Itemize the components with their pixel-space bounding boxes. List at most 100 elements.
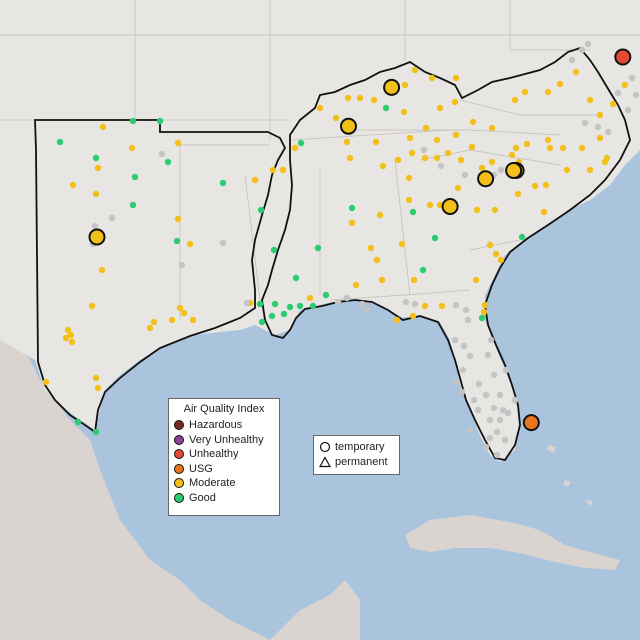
permanent-monitor-dot[interactable] xyxy=(271,300,279,308)
permanent-monitor-dot[interactable] xyxy=(473,206,481,214)
permanent-monitor-dot[interactable] xyxy=(379,162,387,170)
permanent-monitor-dot[interactable] xyxy=(511,396,519,404)
permanent-monitor-dot[interactable] xyxy=(433,154,441,162)
permanent-monitor-dot[interactable] xyxy=(421,154,429,162)
permanent-monitor-dot[interactable] xyxy=(452,378,460,386)
permanent-monitor-dot[interactable] xyxy=(258,318,266,326)
permanent-monitor-dot[interactable] xyxy=(488,124,496,132)
permanent-monitor-dot[interactable] xyxy=(452,301,460,309)
permanent-monitor-dot[interactable] xyxy=(270,246,278,254)
permanent-monitor-dot[interactable] xyxy=(406,134,414,142)
permanent-monitor-dot[interactable] xyxy=(92,428,100,436)
permanent-monitor-dot[interactable] xyxy=(462,306,470,314)
permanent-monitor-dot[interactable] xyxy=(464,316,472,324)
permanent-monitor-dot[interactable] xyxy=(584,40,592,48)
permanent-monitor-dot[interactable] xyxy=(98,266,106,274)
permanent-monitor-dot[interactable] xyxy=(108,214,116,222)
permanent-monitor-dot[interactable] xyxy=(174,215,182,223)
permanent-monitor-dot[interactable] xyxy=(62,334,70,342)
permanent-monitor-dot[interactable] xyxy=(497,256,505,264)
permanent-monitor-dot[interactable] xyxy=(158,150,166,158)
permanent-monitor-dot[interactable] xyxy=(378,276,386,284)
permanent-monitor-dot[interactable] xyxy=(466,352,474,360)
permanent-monitor-dot[interactable] xyxy=(180,309,188,317)
permanent-monitor-dot[interactable] xyxy=(480,308,488,316)
permanent-monitor-dot[interactable] xyxy=(493,428,501,436)
permanent-monitor-dot[interactable] xyxy=(523,140,531,148)
permanent-monitor-dot[interactable] xyxy=(459,366,467,374)
permanent-monitor-dot[interactable] xyxy=(316,104,324,112)
permanent-monitor-dot[interactable] xyxy=(286,303,294,311)
permanent-monitor-dot[interactable] xyxy=(411,300,419,308)
permanent-monitor-dot[interactable] xyxy=(426,201,434,209)
permanent-monitor-dot[interactable] xyxy=(88,302,96,310)
permanent-monitor-dot[interactable] xyxy=(408,149,416,157)
permanent-monitor-dot[interactable] xyxy=(563,166,571,174)
permanent-monitor-dot[interactable] xyxy=(594,123,602,131)
permanent-monitor-dot[interactable] xyxy=(492,250,500,258)
permanent-monitor-dot[interactable] xyxy=(168,316,176,324)
permanent-monitor-dot[interactable] xyxy=(486,241,494,249)
permanent-monitor-dot[interactable] xyxy=(309,302,317,310)
permanent-monitor-dot[interactable] xyxy=(632,91,640,99)
permanent-monitor-dot[interactable] xyxy=(314,244,322,252)
permanent-monitor-dot[interactable] xyxy=(420,146,428,154)
permanent-monitor-dot[interactable] xyxy=(518,233,526,241)
permanent-monitor-dot[interactable] xyxy=(358,300,366,308)
permanent-monitor-dot[interactable] xyxy=(94,384,102,392)
permanent-monitor-dot[interactable] xyxy=(609,100,617,108)
temporary-monitor-moderate[interactable] xyxy=(88,228,106,246)
permanent-monitor-dot[interactable] xyxy=(621,81,629,89)
permanent-monitor-dot[interactable] xyxy=(586,166,594,174)
permanent-monitor-dot[interactable] xyxy=(628,74,636,82)
temporary-monitor-moderate[interactable] xyxy=(383,78,401,96)
permanent-monitor-dot[interactable] xyxy=(568,56,576,64)
permanent-monitor-dot[interactable] xyxy=(556,80,564,88)
permanent-monitor-dot[interactable] xyxy=(400,108,408,116)
permanent-monitor-dot[interactable] xyxy=(512,144,520,152)
permanent-monitor-dot[interactable] xyxy=(544,88,552,96)
permanent-monitor-dot[interactable] xyxy=(356,94,364,102)
permanent-monitor-dot[interactable] xyxy=(99,123,107,131)
permanent-monitor-dot[interactable] xyxy=(614,89,622,97)
permanent-monitor-dot[interactable] xyxy=(542,181,550,189)
permanent-monitor-dot[interactable] xyxy=(504,409,512,417)
permanent-monitor-dot[interactable] xyxy=(586,96,594,104)
permanent-monitor-dot[interactable] xyxy=(482,443,490,451)
permanent-monitor-dot[interactable] xyxy=(243,299,251,307)
permanent-monitor-dot[interactable] xyxy=(306,294,314,302)
permanent-monitor-dot[interactable] xyxy=(488,158,496,166)
permanent-monitor-dot[interactable] xyxy=(352,281,360,289)
permanent-monitor-dot[interactable] xyxy=(186,240,194,248)
permanent-monitor-dot[interactable] xyxy=(56,138,64,146)
permanent-monitor-dot[interactable] xyxy=(402,298,410,306)
permanent-monitor-dot[interactable] xyxy=(334,298,342,306)
permanent-monitor-dot[interactable] xyxy=(398,240,406,248)
permanent-monitor-dot[interactable] xyxy=(409,312,417,320)
permanent-monitor-dot[interactable] xyxy=(367,244,375,252)
permanent-monitor-dot[interactable] xyxy=(437,162,445,170)
permanent-monitor-dot[interactable] xyxy=(540,208,548,216)
permanent-monitor-dot[interactable] xyxy=(624,106,632,114)
permanent-monitor-dot[interactable] xyxy=(343,294,351,302)
permanent-monitor-dot[interactable] xyxy=(409,208,417,216)
permanent-monitor-dot[interactable] xyxy=(348,204,356,212)
permanent-monitor-dot[interactable] xyxy=(421,302,429,310)
permanent-monitor-dot[interactable] xyxy=(596,111,604,119)
permanent-monitor-dot[interactable] xyxy=(482,391,490,399)
permanent-monitor-dot[interactable] xyxy=(431,234,439,242)
temporary-monitor-usg[interactable] xyxy=(522,414,540,432)
permanent-monitor-dot[interactable] xyxy=(343,138,351,146)
permanent-monitor-dot[interactable] xyxy=(129,201,137,209)
permanent-monitor-dot[interactable] xyxy=(451,98,459,106)
permanent-monitor-dot[interactable] xyxy=(466,426,474,434)
permanent-monitor-dot[interactable] xyxy=(291,144,299,152)
permanent-monitor-dot[interactable] xyxy=(382,104,390,112)
permanent-monitor-dot[interactable] xyxy=(173,237,181,245)
permanent-monitor-dot[interactable] xyxy=(436,104,444,112)
permanent-monitor-dot[interactable] xyxy=(405,196,413,204)
permanent-monitor-dot[interactable] xyxy=(433,136,441,144)
permanent-monitor-dot[interactable] xyxy=(332,114,340,122)
permanent-monitor-dot[interactable] xyxy=(458,388,466,396)
temporary-monitor-unhealthy[interactable] xyxy=(614,48,632,66)
